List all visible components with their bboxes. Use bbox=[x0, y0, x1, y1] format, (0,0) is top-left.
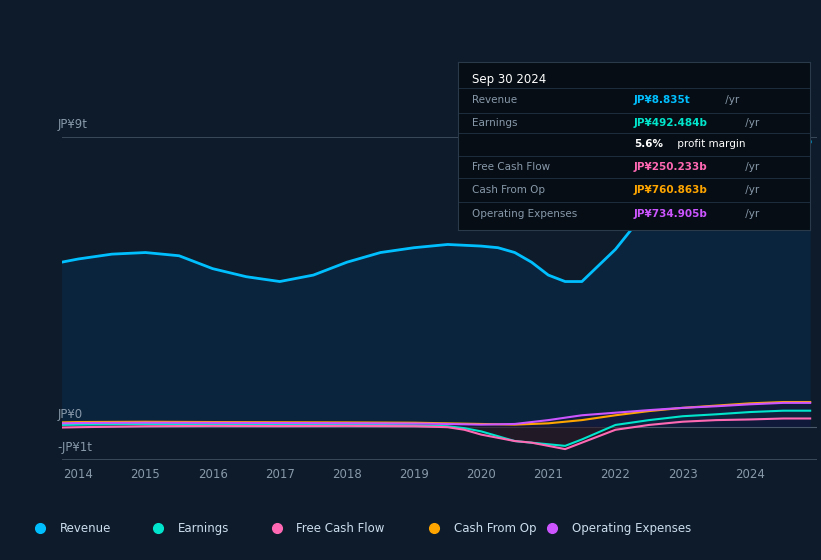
Text: /yr: /yr bbox=[742, 118, 759, 128]
Text: Cash From Op: Cash From Op bbox=[472, 185, 545, 195]
Text: Revenue: Revenue bbox=[472, 95, 517, 105]
Text: 5.6%: 5.6% bbox=[634, 139, 663, 149]
Text: Revenue: Revenue bbox=[60, 521, 111, 535]
Text: -JP¥1t: -JP¥1t bbox=[57, 441, 93, 454]
Text: /yr: /yr bbox=[742, 209, 759, 218]
Text: JP¥492.484b: JP¥492.484b bbox=[634, 118, 708, 128]
Text: JP¥0: JP¥0 bbox=[57, 408, 83, 422]
Text: Free Cash Flow: Free Cash Flow bbox=[296, 521, 384, 535]
Text: /yr: /yr bbox=[742, 162, 759, 171]
Text: JP¥760.863b: JP¥760.863b bbox=[634, 185, 708, 195]
Text: Earnings: Earnings bbox=[472, 118, 518, 128]
Text: JP¥734.905b: JP¥734.905b bbox=[634, 209, 708, 218]
Text: Free Cash Flow: Free Cash Flow bbox=[472, 162, 550, 171]
Text: /yr: /yr bbox=[722, 95, 740, 105]
Text: /yr: /yr bbox=[742, 185, 759, 195]
Text: profit margin: profit margin bbox=[674, 139, 745, 149]
Text: Cash From Op: Cash From Op bbox=[454, 521, 536, 535]
Text: Operating Expenses: Operating Expenses bbox=[572, 521, 691, 535]
Text: JP¥8.835t: JP¥8.835t bbox=[634, 95, 690, 105]
Text: Operating Expenses: Operating Expenses bbox=[472, 209, 577, 218]
Text: JP¥9t: JP¥9t bbox=[57, 118, 88, 132]
Text: Earnings: Earnings bbox=[178, 521, 229, 535]
Text: JP¥250.233b: JP¥250.233b bbox=[634, 162, 708, 171]
Text: Sep 30 2024: Sep 30 2024 bbox=[472, 73, 547, 86]
